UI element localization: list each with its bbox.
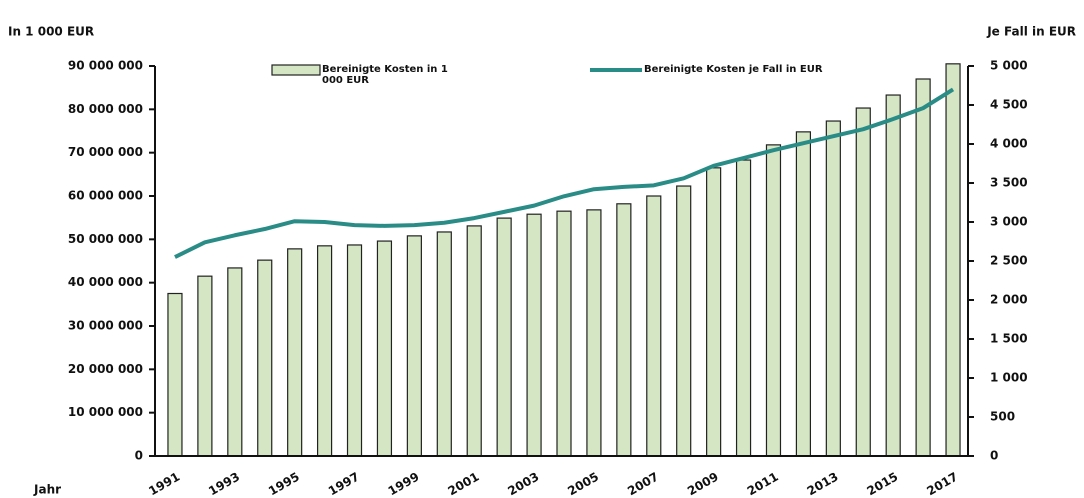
y2-tick-label: 500 xyxy=(990,410,1015,424)
bar xyxy=(526,213,542,457)
x-tick-label: 2015 xyxy=(865,470,901,498)
y2-axis-label: Je Fall in EUR xyxy=(986,25,1076,39)
bar xyxy=(945,63,961,457)
x-tick-label: 2017 xyxy=(924,470,960,498)
bar xyxy=(706,167,722,457)
bar xyxy=(376,240,393,457)
bar xyxy=(556,210,572,457)
y-tick-label: 20 000 000 xyxy=(68,362,143,376)
x-tick-label: 2009 xyxy=(685,470,721,498)
y-tick-label: 60 000 000 xyxy=(68,189,143,203)
x-tick-label: 1991 xyxy=(146,470,182,498)
legend-label: Bereinigte Kosten in 1 000 EUR xyxy=(322,64,448,86)
bar xyxy=(346,244,363,457)
bar xyxy=(496,217,512,457)
y-tick-label: 80 000 000 xyxy=(68,102,143,116)
bar xyxy=(735,159,752,457)
bar xyxy=(765,144,782,457)
y-tick-label: 90 000 000 xyxy=(68,59,143,73)
y-tick-label: 30 000 000 xyxy=(68,319,143,333)
x-tick-label: 1999 xyxy=(386,470,422,498)
y2-tick-label: 3 500 xyxy=(990,176,1028,190)
y2-tick-label: 5 000 xyxy=(990,59,1028,73)
bars xyxy=(167,63,961,457)
bar xyxy=(646,195,662,457)
bar xyxy=(227,267,243,457)
y-axis-label: In 1 000 EUR xyxy=(8,25,94,39)
bar xyxy=(436,231,452,457)
bar xyxy=(825,120,841,457)
y-tick-label: 50 000 000 xyxy=(68,232,143,246)
y2-tick-label: 2 500 xyxy=(990,254,1028,268)
bar xyxy=(167,292,183,457)
legend-label: Bereinigte Kosten je Fall in EUR xyxy=(644,64,823,75)
bar xyxy=(287,248,303,457)
bar xyxy=(855,107,871,457)
bar xyxy=(915,78,931,457)
x-tick-label: 2005 xyxy=(565,470,601,498)
y-tick-label: 40 000 000 xyxy=(68,275,143,289)
bar xyxy=(466,225,482,457)
x-tick-label: 1997 xyxy=(326,470,362,498)
y2-tick-label: 4 000 xyxy=(990,137,1028,151)
bar xyxy=(257,259,273,457)
y2-tick-label: 2 000 xyxy=(990,293,1028,307)
x-tick-label: 2013 xyxy=(805,470,841,498)
bar xyxy=(586,209,602,457)
bar xyxy=(616,203,632,457)
y2-tick-label: 1 000 xyxy=(990,371,1028,385)
bar xyxy=(795,131,812,457)
x-tick-label: 2001 xyxy=(446,470,482,498)
y-tick-label: 10 000 000 xyxy=(68,405,143,419)
y2-tick-label: 0 xyxy=(990,449,998,463)
bar xyxy=(197,275,213,457)
y2-tick-label: 3 000 xyxy=(990,215,1028,229)
legend-swatch xyxy=(271,64,321,76)
x-tick-label: 1993 xyxy=(206,470,242,498)
x-tick-label: 2003 xyxy=(505,470,541,498)
x-tick-label: 2011 xyxy=(745,470,781,498)
y2-tick-label: 1 500 xyxy=(990,332,1028,346)
bar xyxy=(676,185,692,457)
y-tick-label: 70 000 000 xyxy=(68,145,143,159)
y2-tick-label: 4 500 xyxy=(990,98,1028,112)
line xyxy=(174,87,955,259)
x-tick-label: 1995 xyxy=(266,470,302,498)
bar xyxy=(885,94,901,457)
x-axis-label: Jahr xyxy=(33,483,61,497)
y-tick-label: 0 xyxy=(135,449,143,463)
x-tick-label: 2007 xyxy=(625,470,661,498)
bar xyxy=(406,235,422,457)
bar xyxy=(316,245,333,457)
